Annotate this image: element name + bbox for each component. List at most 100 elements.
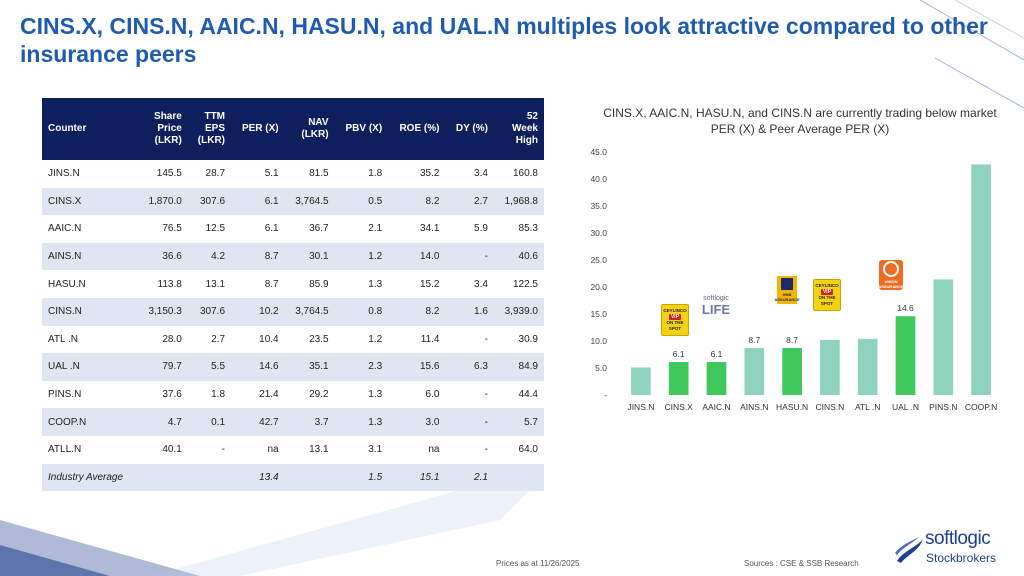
table-cell: JINS.N bbox=[48, 168, 80, 180]
table-cell: 81.5 bbox=[309, 168, 329, 180]
table-cell: 1.5 bbox=[334, 463, 389, 492]
column-header: TTM EPS (LKR) bbox=[187, 98, 232, 160]
column-header-line: DY (%) bbox=[455, 123, 488, 134]
table-cell: 160.8 bbox=[512, 168, 538, 180]
table-row: JINS.N 145.5 28.7 5.1 81.5 1.8 35.2 3.4 160.8 bbox=[42, 160, 544, 188]
column-header-line: (LKR) bbox=[154, 135, 182, 146]
table-row: Industry Average 13.4 1.5 15.1 2.1 bbox=[42, 463, 544, 492]
table-cell: 23.5 bbox=[309, 333, 329, 345]
softlogic-life-logo: softlogic LIFE bbox=[701, 292, 731, 318]
x-tick-label: ATL .N bbox=[855, 402, 881, 412]
hnb-assurance-logo: HNB ASSURANCE bbox=[774, 276, 800, 304]
table-cell: 113.8 bbox=[157, 278, 182, 290]
data-label: 6.1 bbox=[673, 349, 685, 359]
table-cell: 5.5 bbox=[187, 353, 232, 381]
y-tick-label: - bbox=[604, 390, 607, 400]
column-header-line: EPS bbox=[205, 123, 226, 134]
y-tick-label: 15.0 bbox=[590, 309, 607, 319]
table-cell: 1.3 bbox=[334, 408, 389, 436]
table-cell: Industry Average bbox=[42, 463, 138, 492]
table-cell: 0.8 bbox=[334, 297, 389, 326]
table-cell: 1.6 bbox=[445, 297, 494, 326]
table-cell: 2.1 bbox=[445, 463, 494, 492]
table-cell: 3,939.0 bbox=[493, 297, 544, 326]
table-cell: 30.1 bbox=[284, 242, 335, 271]
table-cell: 3,150.3 bbox=[137, 297, 188, 326]
column-header: Counter bbox=[42, 98, 138, 160]
table-cell: 28.7 bbox=[205, 168, 226, 180]
column-header: PER (X) bbox=[231, 98, 285, 160]
data-label: 14.6 bbox=[897, 303, 914, 313]
table-header-row: Counter Share Price (LKR) TTM EPS (LKR) PER (X)… bbox=[42, 98, 544, 160]
table-cell: 10.4 bbox=[259, 333, 279, 345]
table-cell bbox=[187, 463, 232, 492]
table-cell: 0.5 bbox=[334, 187, 389, 216]
logo-text: CEYLINCO bbox=[663, 308, 687, 313]
y-tick-label: 30.0 bbox=[590, 228, 607, 238]
chart-title: CINS.X, AAIC.N, HASU.N, and CINS.N are c… bbox=[603, 106, 997, 136]
bar bbox=[668, 362, 689, 395]
table-cell: 1.2 bbox=[368, 333, 383, 345]
x-tick-label: CINS.N bbox=[815, 402, 844, 412]
column-header-line: Price bbox=[157, 123, 182, 134]
table-cell: 84.9 bbox=[493, 353, 544, 381]
column-header-line: High bbox=[515, 135, 538, 146]
logo-text: softlogic bbox=[703, 294, 729, 302]
table-cell: 15.6 bbox=[388, 353, 446, 381]
column-header-line: NAV bbox=[308, 117, 329, 128]
table-cell: 36.7 bbox=[309, 223, 329, 235]
table-row: PINS.N 37.6 1.8 21.4 29.2 1.3 6.0 - 44.4 bbox=[42, 381, 544, 409]
table-cell: CINS.X bbox=[42, 187, 138, 216]
table-cell: 15.2 bbox=[419, 278, 440, 290]
table-cell: 3.4 bbox=[474, 168, 488, 180]
table-cell: 3.7 bbox=[284, 408, 335, 436]
column-header-line: PER (X) bbox=[241, 123, 279, 134]
table-cell: 11.4 bbox=[420, 333, 440, 345]
table-cell: - bbox=[445, 408, 494, 436]
logo-tag: ON THE SPOT bbox=[818, 295, 836, 306]
x-tick-label: AAIC.N bbox=[702, 402, 730, 412]
sources-note: Sources : CSE & SSB Research bbox=[744, 559, 859, 568]
data-label: 8.7 bbox=[748, 335, 760, 345]
table-cell: 2.3 bbox=[334, 353, 389, 381]
table-row: HASU.N 113.8 13.1 8.7 85.9 1.3 15.2 3.4 122.5 bbox=[42, 270, 544, 298]
column-header-line: (LKR) bbox=[197, 135, 226, 146]
x-tick-label: PINS.N bbox=[929, 402, 957, 412]
y-tick-label: 5.0 bbox=[595, 363, 607, 373]
union-assurance-logo: UNION ASSURANCE bbox=[878, 260, 904, 290]
table-cell: 6.1 bbox=[264, 223, 279, 235]
x-tick-label: JINS.N bbox=[627, 402, 654, 412]
column-header: ROE (%) bbox=[388, 98, 446, 160]
table-cell: UAL .N bbox=[42, 353, 138, 381]
table-cell: 145.5 bbox=[156, 168, 182, 180]
table-cell: 2.7 bbox=[211, 333, 226, 345]
table-cell bbox=[284, 463, 335, 492]
brand-name: softlogic bbox=[925, 528, 991, 549]
y-tick-label: 10.0 bbox=[590, 336, 607, 346]
table-row: CINS.N 3,150.3 307.6 10.2 3,764.5 0.8 8.2 1.6 3,… bbox=[42, 297, 544, 326]
table-cell: 85.9 bbox=[309, 278, 329, 290]
logo-text: LIFE bbox=[701, 301, 731, 317]
table-cell: 14.6 bbox=[231, 353, 285, 381]
table-cell: PINS.N bbox=[48, 389, 82, 401]
table-cell: 85.3 bbox=[518, 223, 538, 235]
table-cell: 1.3 bbox=[368, 389, 383, 401]
table-row: ATLL.N 40.1 - na 13.1 3.1 na - 64.0 bbox=[42, 436, 544, 464]
bar bbox=[744, 348, 765, 395]
column-header: Share Price (LKR) bbox=[137, 98, 188, 160]
table-cell: na bbox=[267, 444, 279, 456]
column-header-line: 52 bbox=[526, 111, 538, 122]
x-tick-label: CINS.X bbox=[665, 402, 694, 412]
table-cell: 307.6 bbox=[187, 297, 232, 326]
table-cell: 5.7 bbox=[493, 408, 544, 436]
table-cell: 3,764.5 bbox=[284, 297, 335, 326]
table-cell: 1.8 bbox=[211, 389, 226, 401]
table-cell: 36.6 bbox=[137, 242, 188, 271]
table-cell: 307.6 bbox=[187, 187, 232, 216]
table-cell bbox=[493, 463, 544, 492]
table-cell: - bbox=[484, 444, 488, 456]
table-cell: 1.8 bbox=[368, 168, 383, 180]
bar bbox=[782, 348, 802, 395]
